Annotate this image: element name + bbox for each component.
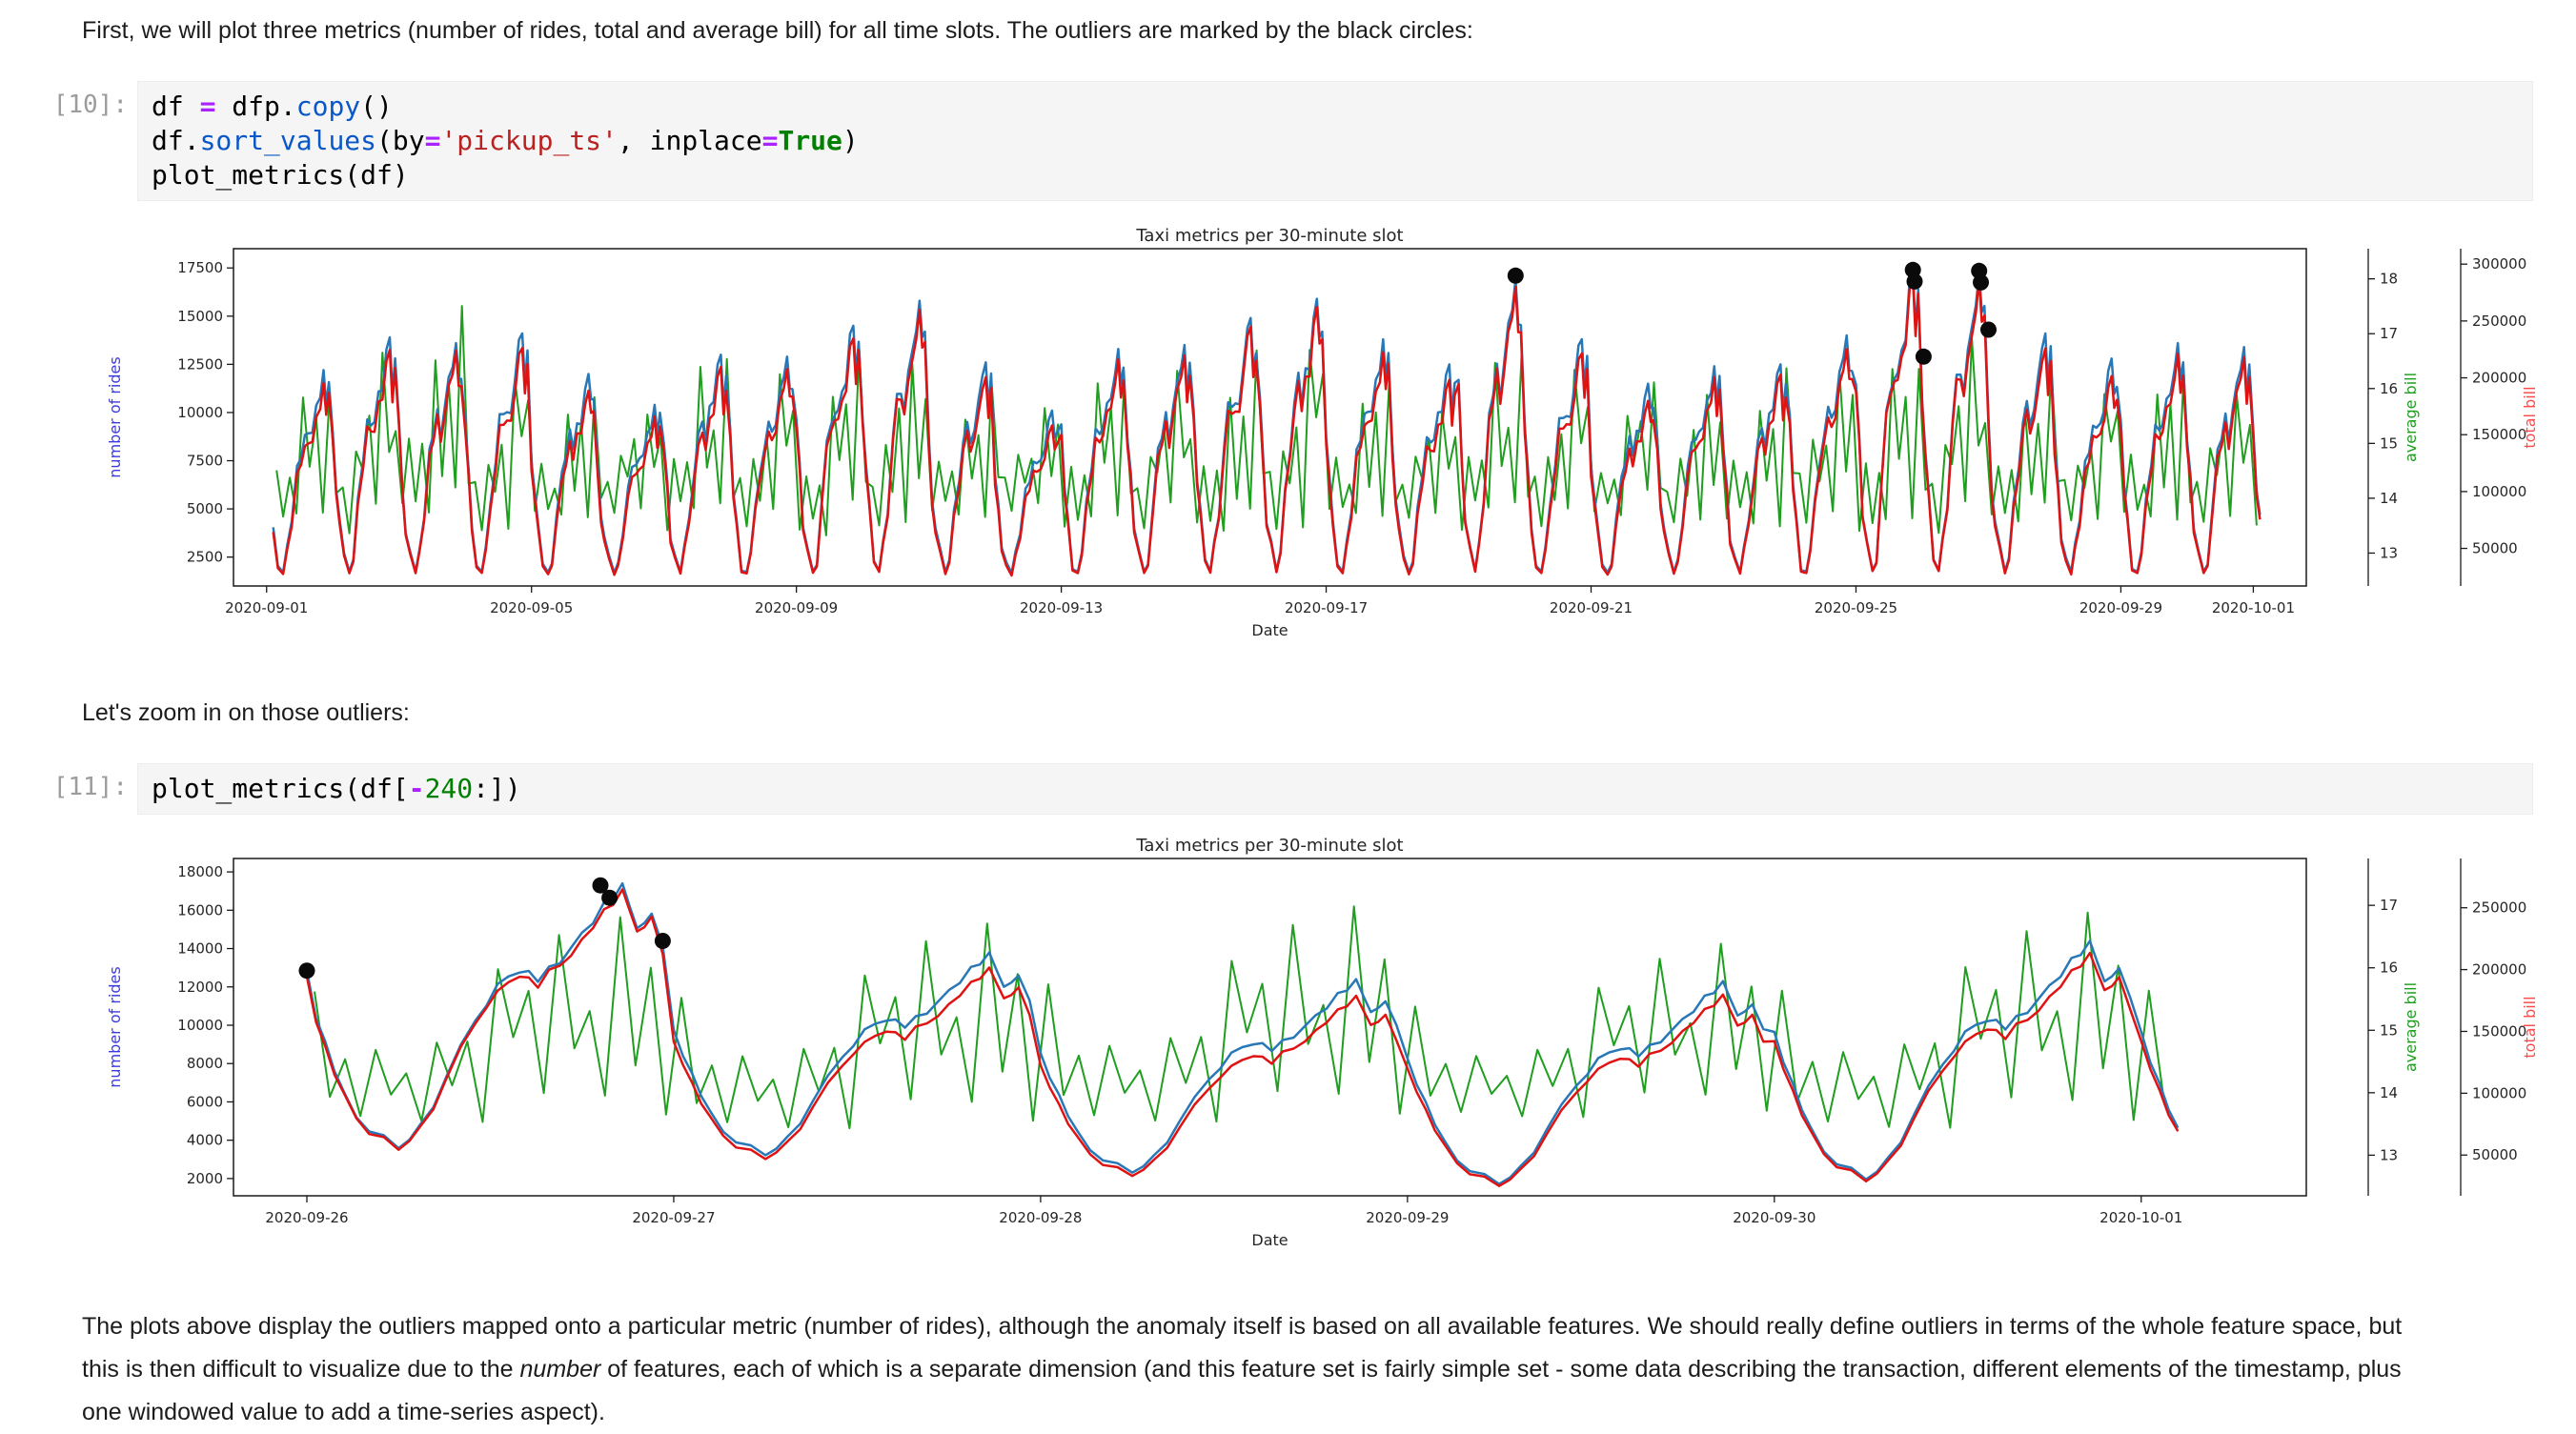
svg-text:2020-09-28: 2020-09-28 bbox=[999, 1209, 1082, 1226]
intro-paragraph: First, we will plot three metrics (numbe… bbox=[82, 17, 1473, 44]
analysis-paragraph: The plots above display the outliers map… bbox=[82, 1305, 2426, 1434]
svg-text:100000: 100000 bbox=[2472, 483, 2526, 500]
svg-text:18000: 18000 bbox=[177, 863, 223, 880]
svg-text:12000: 12000 bbox=[177, 979, 223, 996]
taxi-metrics-chart-2: Taxi metrics per 30-minute slot 2000 4000 6… bbox=[106, 836, 2539, 1249]
svg-text:2020-09-27: 2020-09-27 bbox=[632, 1209, 715, 1226]
svg-text:17500: 17500 bbox=[177, 259, 223, 276]
svg-text:14: 14 bbox=[2380, 1084, 2398, 1101]
svg-text:17: 17 bbox=[2380, 325, 2398, 342]
svg-text:14: 14 bbox=[2380, 490, 2398, 507]
svg-text:7500: 7500 bbox=[187, 453, 223, 470]
svg-text:2020-09-21: 2020-09-21 bbox=[1550, 599, 1633, 616]
taxi-metrics-chart-1: Taxi metrics per 30-minute slot 2500 5000 7… bbox=[106, 226, 2539, 639]
svg-text:13: 13 bbox=[2380, 544, 2398, 561]
emphasized-number-word: number bbox=[519, 1356, 601, 1383]
svg-text:250000: 250000 bbox=[2472, 313, 2526, 330]
svg-text:2020-09-13: 2020-09-13 bbox=[1020, 599, 1103, 616]
svg-text:2020-09-09: 2020-09-09 bbox=[755, 599, 838, 616]
svg-text:100000: 100000 bbox=[2472, 1084, 2526, 1101]
svg-text:200000: 200000 bbox=[2472, 370, 2526, 387]
svg-text:average bill: average bill bbox=[2402, 373, 2420, 462]
analysis-text-2: of features, each of which is a separate… bbox=[82, 1356, 2402, 1425]
svg-text:16000: 16000 bbox=[177, 901, 223, 919]
code-cell-11: [11]: plot_metrics(df[-240:]) bbox=[0, 763, 2533, 815]
svg-text:2020-10-01: 2020-10-01 bbox=[2099, 1209, 2182, 1226]
svg-text:6000: 6000 bbox=[187, 1093, 223, 1110]
code-editor-10[interactable]: df = dfp.copy() df.sort_values(by='pickup… bbox=[137, 81, 2533, 201]
svg-text:16: 16 bbox=[2380, 959, 2398, 977]
svg-text:12500: 12500 bbox=[177, 355, 223, 373]
svg-text:average bill: average bill bbox=[2402, 982, 2420, 1072]
svg-text:number of rides: number of rides bbox=[106, 966, 124, 1087]
svg-text:50000: 50000 bbox=[2472, 1146, 2518, 1163]
analysis-text-1: The plots above display the outliers map… bbox=[82, 1313, 2403, 1383]
svg-text:Date: Date bbox=[1251, 621, 1288, 637]
svg-text:Date: Date bbox=[1251, 1231, 1288, 1247]
svg-text:10000: 10000 bbox=[177, 1017, 223, 1034]
svg-text:13: 13 bbox=[2380, 1146, 2398, 1163]
svg-text:300000: 300000 bbox=[2472, 255, 2526, 273]
svg-text:total bill: total bill bbox=[2521, 996, 2539, 1058]
svg-text:2500: 2500 bbox=[187, 549, 223, 566]
markdown-cell-analysis: The plots above display the outliers map… bbox=[82, 1305, 2500, 1434]
notebook-page: { "markdown": { "para1": "First, we will… bbox=[0, 10, 2576, 1433]
svg-text:15000: 15000 bbox=[177, 308, 223, 325]
svg-text:2020-10-01: 2020-10-01 bbox=[2212, 599, 2295, 616]
svg-text:18: 18 bbox=[2380, 271, 2398, 288]
svg-text:2020-09-01: 2020-09-01 bbox=[225, 599, 308, 616]
execution-prompt-10: [10]: bbox=[52, 91, 128, 119]
markdown-cell-zoom-note: Let's zoom in on those outliers: bbox=[82, 692, 2500, 735]
execution-prompt-11: [11]: bbox=[52, 773, 128, 801]
svg-text:8000: 8000 bbox=[187, 1055, 223, 1072]
markdown-cell-intro: First, we will plot three metrics (numbe… bbox=[82, 10, 2500, 52]
code-cell-10: [10]: df = dfp.copy() df.sort_values(by='… bbox=[0, 81, 2533, 201]
svg-text:Taxi metrics per 30-minute slo: Taxi metrics per 30-minute slot bbox=[1135, 226, 1403, 246]
svg-text:5000: 5000 bbox=[187, 500, 223, 517]
svg-text:15: 15 bbox=[2380, 1021, 2398, 1039]
svg-text:14000: 14000 bbox=[177, 940, 223, 958]
svg-text:200000: 200000 bbox=[2472, 961, 2526, 979]
svg-text:2020-09-29: 2020-09-29 bbox=[2079, 599, 2162, 616]
svg-text:150000: 150000 bbox=[2472, 426, 2526, 443]
svg-text:total bill: total bill bbox=[2521, 386, 2539, 448]
svg-text:number of rides: number of rides bbox=[106, 356, 124, 477]
svg-text:2000: 2000 bbox=[187, 1170, 223, 1187]
svg-text:2020-09-17: 2020-09-17 bbox=[1285, 599, 1368, 616]
svg-text:16: 16 bbox=[2380, 380, 2398, 397]
figure-output-1: Taxi metrics per 30-minute slot 2500 5000 7… bbox=[95, 226, 2576, 642]
svg-text:250000: 250000 bbox=[2472, 899, 2526, 917]
svg-text:150000: 150000 bbox=[2472, 1022, 2526, 1040]
svg-text:10000: 10000 bbox=[177, 404, 223, 421]
code-editor-11[interactable]: plot_metrics(df[-240:]) bbox=[137, 763, 2533, 815]
svg-text:50000: 50000 bbox=[2472, 540, 2518, 557]
svg-text:2020-09-26: 2020-09-26 bbox=[265, 1209, 348, 1226]
zoom-note-paragraph: Let's zoom in on those outliers: bbox=[82, 699, 410, 726]
figure-output-2: Taxi metrics per 30-minute slot 2000 4000 6… bbox=[95, 836, 2576, 1252]
svg-text:4000: 4000 bbox=[187, 1132, 223, 1149]
svg-text:2020-09-05: 2020-09-05 bbox=[490, 599, 573, 616]
svg-text:2020-09-30: 2020-09-30 bbox=[1733, 1209, 1815, 1226]
svg-text:17: 17 bbox=[2380, 897, 2398, 914]
svg-text:Taxi metrics per 30-minute slo: Taxi metrics per 30-minute slot bbox=[1135, 836, 1403, 856]
svg-text:2020-09-25: 2020-09-25 bbox=[1815, 599, 1897, 616]
svg-text:15: 15 bbox=[2380, 434, 2398, 452]
svg-text:2020-09-29: 2020-09-29 bbox=[1366, 1209, 1449, 1226]
